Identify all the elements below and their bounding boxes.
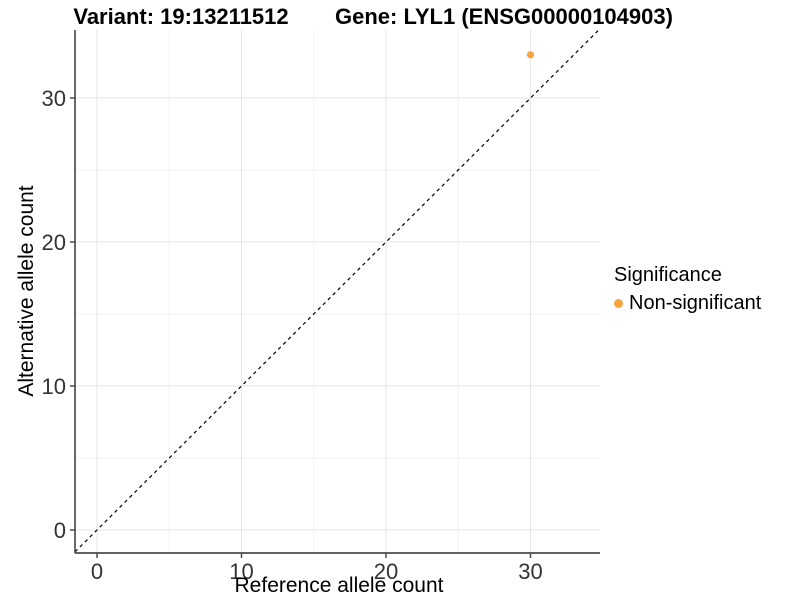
y-tick-label: 0 [54,518,66,543]
x-axis-title: Reference allele count [234,574,444,597]
data-point [526,51,535,59]
x-tick-label: 30 [518,559,542,584]
legend: Significance Non-significant [614,264,761,315]
legend-item-non-significant: Non-significant [614,292,761,315]
x-tick-label: 20 [374,559,398,584]
y-tick-label: 10 [42,374,66,399]
point-icon [614,299,623,308]
y-axis-title: Alternative allele count [15,185,38,397]
plot-title-variant: Variant: 19:13211512 [73,4,289,29]
y-tick-label: 20 [42,230,66,255]
y-tick-label: 30 [42,86,66,111]
identity-reference-line [74,28,601,553]
x-tick-label: 0 [91,559,103,584]
x-tick-label: 10 [229,559,253,584]
legend-item-label: Non-significant [629,292,762,314]
legend-title: Significance [614,264,722,286]
plot-title-gene: Gene: LYL1 (ENSG00000104903) [335,4,673,29]
